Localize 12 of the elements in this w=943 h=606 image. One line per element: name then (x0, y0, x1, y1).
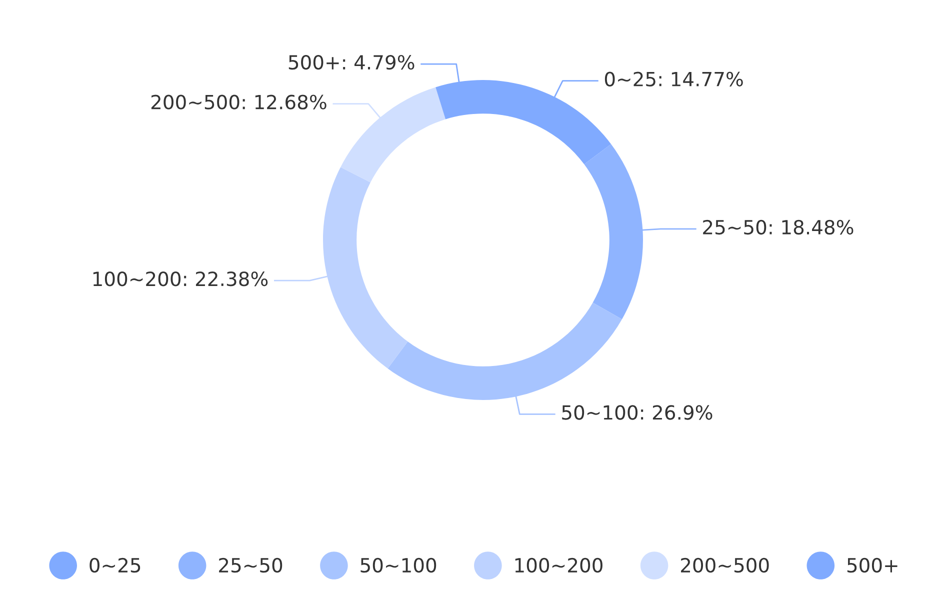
legend-label: 50~100 (360, 558, 436, 573)
data-label: 50~100: 26.9% (562, 405, 712, 420)
data-label: 100~200: 22.38% (93, 272, 268, 286)
legend-label: 500+ (847, 558, 898, 573)
data-label: 25~50: 18.48% (703, 220, 854, 235)
legend-label: 200~500 (681, 558, 769, 573)
legend-label: 0~25 (90, 558, 140, 573)
legend-label: 100~200 (515, 558, 602, 573)
legend-label: 25~50 (219, 558, 282, 573)
data-label: 200~500: 12.68% (151, 94, 326, 110)
data-label: 500+: 4.79% (288, 54, 414, 70)
data-label: 0~25: 14.77% (604, 72, 743, 86)
